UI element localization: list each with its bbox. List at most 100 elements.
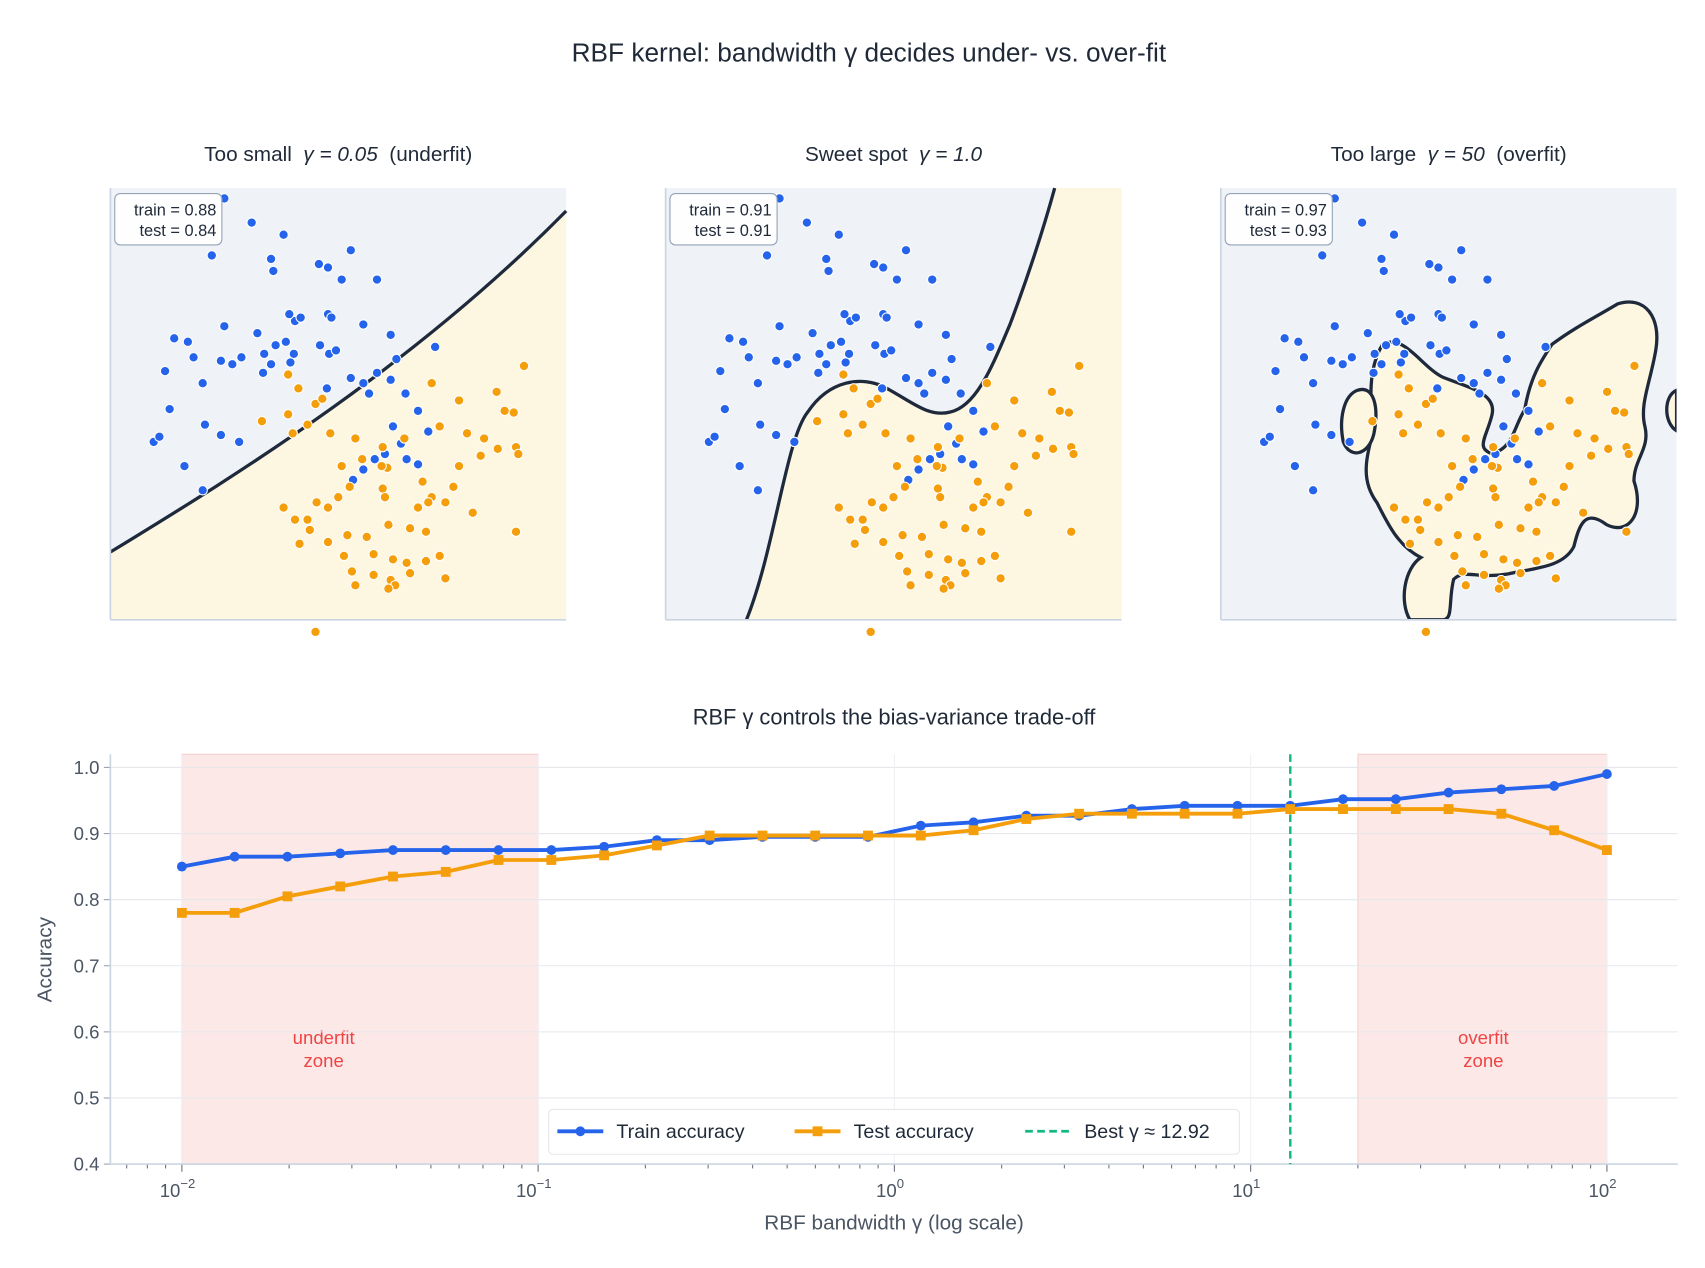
- train-point: [968, 817, 979, 828]
- point-class1: [989, 421, 1001, 432]
- legend-label: Train accuracy: [616, 1121, 744, 1143]
- point-class1: [350, 433, 361, 444]
- point-class0: [946, 353, 957, 365]
- point-class1: [978, 497, 989, 508]
- point-class1: [434, 550, 445, 562]
- test-point: [968, 825, 979, 836]
- point-class1: [302, 419, 313, 430]
- point-class0: [265, 253, 277, 265]
- point-class1: [377, 483, 388, 494]
- x-tick-exponent: −1: [537, 1176, 552, 1191]
- point-class1: [310, 626, 321, 638]
- point-class1: [1435, 428, 1446, 439]
- point-class0: [358, 464, 369, 475]
- point-class1: [1544, 550, 1556, 562]
- point-class1: [434, 421, 445, 432]
- point-class1: [492, 443, 504, 455]
- point-class1: [426, 377, 437, 389]
- point-class0: [1346, 352, 1358, 363]
- decision-boundary: [109, 209, 568, 554]
- point-class1: [1403, 383, 1415, 394]
- point-class0: [401, 453, 412, 465]
- point-class0: [955, 388, 966, 399]
- point-class1: [387, 554, 399, 565]
- train-point: [1179, 800, 1190, 811]
- train-point: [335, 848, 346, 859]
- point-class1: [1589, 433, 1600, 444]
- point-class1: [1621, 526, 1632, 537]
- x-tick-base: 10: [876, 1180, 897, 1201]
- accuracy-chart: RBF γ controls the bias-variance trade-o…: [33, 705, 1678, 1235]
- point-class1: [981, 377, 993, 389]
- point-class1: [1460, 580, 1472, 591]
- point-class0: [385, 329, 396, 341]
- test-score: test = 0.91: [695, 222, 772, 240]
- point-class1: [322, 502, 334, 513]
- point-class1: [1400, 514, 1411, 525]
- point-class1: [956, 557, 968, 569]
- point-class1: [377, 441, 388, 453]
- point-class1: [1420, 626, 1432, 638]
- point-class0: [919, 388, 930, 399]
- point-class0: [1369, 348, 1380, 360]
- test-point: [1601, 845, 1612, 855]
- point-class1: [1454, 481, 1466, 493]
- legend: Train accuracy Test accuracy Best γ ≈ 12.9…: [548, 1108, 1240, 1155]
- zone-label: underfit: [293, 1027, 356, 1048]
- point-class1: [1558, 481, 1570, 493]
- point-class1: [420, 526, 432, 537]
- point-class1: [304, 524, 316, 536]
- point-class0: [709, 431, 720, 442]
- point-class0: [752, 485, 764, 496]
- point-class1: [287, 428, 298, 439]
- test-point: [810, 830, 821, 841]
- point-class1: [1443, 491, 1454, 503]
- point-class0: [843, 348, 855, 360]
- x-tick-exponent: −2: [180, 1176, 195, 1191]
- point-class1: [1487, 483, 1499, 494]
- point-class1: [1047, 443, 1059, 455]
- point-class1: [844, 514, 856, 525]
- point-class1: [1457, 566, 1468, 577]
- point-class0: [881, 312, 892, 323]
- point-class0: [825, 339, 837, 351]
- point-class1: [995, 497, 1006, 508]
- point-class1: [346, 566, 358, 577]
- point-class0: [985, 341, 996, 353]
- point-class1: [1427, 393, 1438, 404]
- legend-marker: [575, 1126, 586, 1137]
- point-class0: [371, 274, 383, 285]
- point-class1: [317, 393, 328, 404]
- point-class0: [891, 274, 903, 285]
- point-class0: [900, 372, 912, 384]
- point-class1: [859, 524, 871, 536]
- point-class0: [363, 388, 375, 399]
- point-class1: [310, 398, 321, 410]
- point-class0: [385, 374, 396, 386]
- train-point: [915, 820, 926, 831]
- point-class1: [1009, 395, 1020, 406]
- point-class0: [1380, 339, 1392, 351]
- point-class0: [423, 426, 434, 437]
- point-class0: [1495, 374, 1507, 386]
- decision-panel-1: Too small γ = 0.05 (underfit) train = 0.8…: [109, 143, 568, 638]
- x-tick-base: 10: [1232, 1180, 1253, 1201]
- point-class0: [227, 358, 238, 370]
- point-class0: [1468, 377, 1480, 389]
- point-class0: [1307, 485, 1319, 496]
- point-class1: [399, 433, 410, 444]
- point-class0: [265, 358, 277, 370]
- point-class1: [1478, 548, 1490, 560]
- point-class1: [1490, 491, 1501, 503]
- legend-box: [548, 1108, 1240, 1155]
- point-class0: [369, 453, 380, 465]
- point-class1: [491, 386, 502, 398]
- point-class0: [737, 336, 749, 348]
- point-class0: [761, 250, 773, 261]
- train-point: [282, 851, 293, 862]
- test-point: [1496, 808, 1507, 819]
- point-class0: [1264, 431, 1276, 442]
- point-class1: [423, 497, 434, 508]
- point-class1: [1073, 360, 1085, 372]
